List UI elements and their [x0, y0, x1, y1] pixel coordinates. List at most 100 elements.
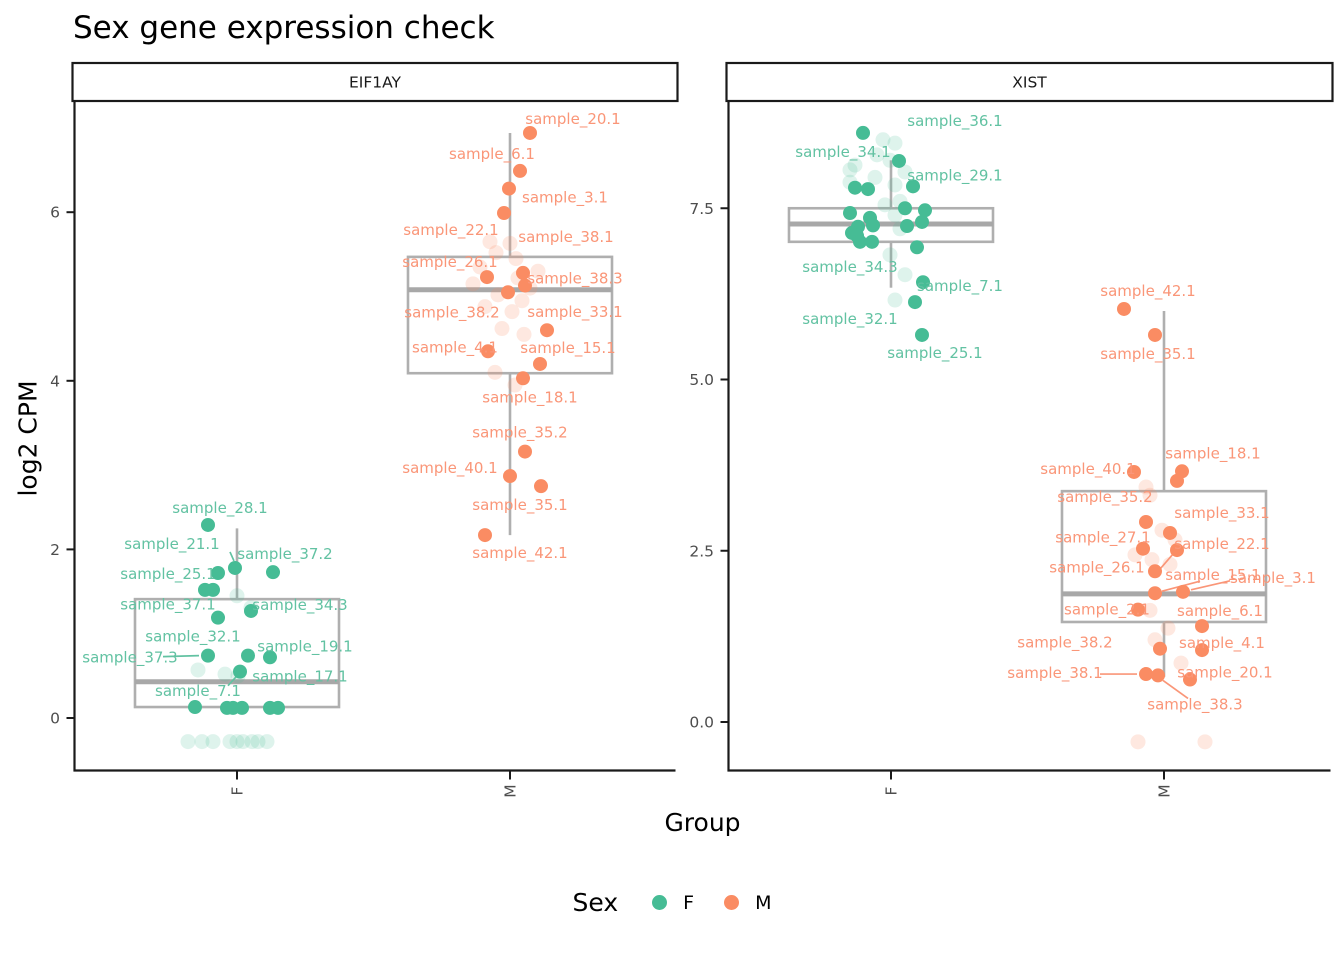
data-point: [1131, 602, 1145, 617]
data-point: [906, 179, 920, 194]
point-label: sample_6.1: [1177, 602, 1263, 621]
y-axis-title: log2 CPM: [13, 380, 43, 497]
facet-strip: [71, 61, 679, 103]
jitter-point-faded: [514, 293, 530, 309]
jitter-point-faded: [516, 326, 532, 342]
data-point: [1117, 301, 1131, 316]
data-point: [228, 560, 242, 575]
jitter-point-faded: [487, 364, 503, 380]
data-point: [501, 285, 515, 300]
jitter-point-faded: [508, 251, 524, 267]
legend-item-m: M: [724, 892, 771, 914]
jitter-point: [915, 214, 929, 229]
jitter-point-faded: [882, 247, 898, 263]
point-label: sample_20.1: [1177, 664, 1272, 683]
point-label: sample_35.1: [472, 496, 567, 515]
jitter-point-faded: [194, 734, 210, 750]
y-tick-label: 5.0: [689, 371, 714, 389]
jitter-point-faded: [1138, 479, 1154, 495]
x-tick-label: M: [1156, 784, 1174, 797]
jitter-point-faded: [229, 734, 245, 750]
jitter-point-faded: [887, 177, 903, 193]
point-label: sample_17.1: [252, 668, 347, 687]
jitter-point-faded: [229, 588, 245, 604]
data-point: [853, 234, 867, 249]
point-label: sample_21.1: [124, 535, 219, 554]
point-label: sample_32.1: [145, 628, 240, 647]
point-label: sample_7.1: [155, 682, 241, 701]
data-point: [908, 295, 922, 310]
data-point: [481, 344, 495, 359]
point-label: sample_36.1: [907, 112, 1002, 131]
x-tick-label: F: [883, 786, 901, 795]
jitter-point-faded: [897, 267, 913, 283]
jitter-point-faded: [250, 734, 266, 750]
point-label: sample_38.1: [518, 228, 613, 247]
point-label: sample_25.1: [887, 344, 982, 363]
data-point: [1139, 667, 1153, 682]
jitter-point: [271, 700, 285, 715]
point-label: sample_3.1: [1230, 569, 1316, 588]
data-point: [1136, 541, 1150, 556]
point-label: sample_2.1: [1064, 601, 1150, 620]
point-label: sample_35.1: [1100, 345, 1195, 364]
jitter-point-faded: [472, 259, 488, 275]
jitter-point-faded: [494, 321, 510, 337]
point-label: sample_42.1: [472, 544, 567, 563]
point-label: sample_15.1: [520, 339, 615, 358]
boxplot-box: [406, 255, 614, 375]
jitter-point-faded: [887, 135, 903, 151]
jitter-point-faded: [875, 132, 891, 148]
data-point: [1148, 586, 1162, 601]
y-tick-label: 0: [50, 710, 60, 728]
x-axis-title: Group: [664, 808, 741, 837]
data-point: [211, 610, 225, 625]
point-label: sample_38.3: [1147, 695, 1242, 714]
jitter-point-faded: [1173, 655, 1189, 671]
point-label: sample_6.1: [449, 145, 535, 164]
data-point: [201, 517, 215, 532]
jitter-point: [918, 203, 932, 218]
legend-label-f: F: [683, 891, 695, 914]
data-point: [233, 664, 247, 679]
data-point: [266, 565, 280, 580]
point-label: sample_37.2: [237, 545, 332, 564]
data-point: [1151, 668, 1165, 683]
data-point: [480, 270, 494, 285]
jitter-point-faded: [1144, 552, 1160, 568]
jitter-point: [910, 240, 924, 255]
point-label: sample_33.1: [527, 303, 622, 322]
jitter-point: [900, 219, 914, 234]
legend-title: Sex: [572, 888, 619, 917]
facet-strip: [725, 61, 1334, 103]
point-label: sample_26.1: [1049, 558, 1144, 577]
data-point: [263, 650, 277, 665]
jitter-point-faded: [530, 263, 546, 279]
data-point: [211, 566, 225, 581]
jitter-point-faded: [1142, 487, 1158, 503]
point-label: sample_38.2: [1017, 634, 1112, 653]
data-point: [518, 278, 532, 293]
jitter-point: [848, 180, 862, 195]
jitter-point: [206, 582, 220, 597]
data-point: [856, 125, 870, 140]
data-point: [892, 153, 906, 168]
data-point: [516, 265, 530, 280]
y-tick-label: 4: [50, 372, 60, 390]
data-point: [518, 444, 532, 459]
jitter-point: [235, 700, 249, 715]
jitter-point: [843, 206, 857, 221]
jitter-point-faded: [869, 147, 885, 163]
facet-label: EIF1AY: [349, 74, 402, 92]
point-label: sample_35.2: [472, 424, 567, 443]
data-point: [244, 603, 258, 618]
data-point: [1195, 643, 1209, 658]
data-point: [503, 469, 517, 484]
legend-label-m: M: [755, 891, 772, 914]
y-tick-label: 6: [50, 204, 60, 222]
jitter-point-faded: [887, 292, 903, 308]
data-point: [1183, 672, 1197, 687]
jitter-point: [898, 201, 912, 216]
point-label: sample_40.1: [1040, 460, 1135, 479]
jitter-point-faded: [877, 197, 893, 213]
